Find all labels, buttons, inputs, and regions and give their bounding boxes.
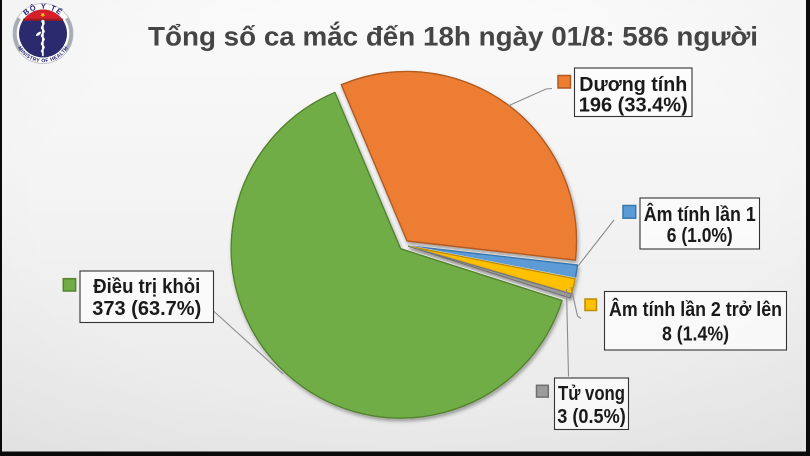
svg-text:Dương tính: Dương tính bbox=[579, 74, 687, 96]
svg-text:Âm tính lần 2 trở lên: Âm tính lần 2 trở lên bbox=[609, 297, 782, 321]
svg-text:Âm tính lần 1: Âm tính lần 1 bbox=[644, 202, 756, 226]
svg-text:196 (33.4%): 196 (33.4%) bbox=[579, 95, 688, 117]
svg-text:8 (1.4%): 8 (1.4%) bbox=[662, 324, 729, 346]
svg-text:3 (0.5%): 3 (0.5%) bbox=[557, 406, 626, 428]
svg-text:Tử vong: Tử vong bbox=[558, 383, 625, 405]
svg-text:Tổng số ca mắc đến 18h ngày 01: Tổng số ca mắc đến 18h ngày 01/8: 586 ng… bbox=[148, 21, 758, 52]
svg-text:Điều trị khỏi: Điều trị khỏi bbox=[93, 276, 200, 298]
svg-text:373 (63.7%): 373 (63.7%) bbox=[92, 298, 201, 320]
svg-text:6 (1.0%): 6 (1.0%) bbox=[667, 225, 733, 247]
